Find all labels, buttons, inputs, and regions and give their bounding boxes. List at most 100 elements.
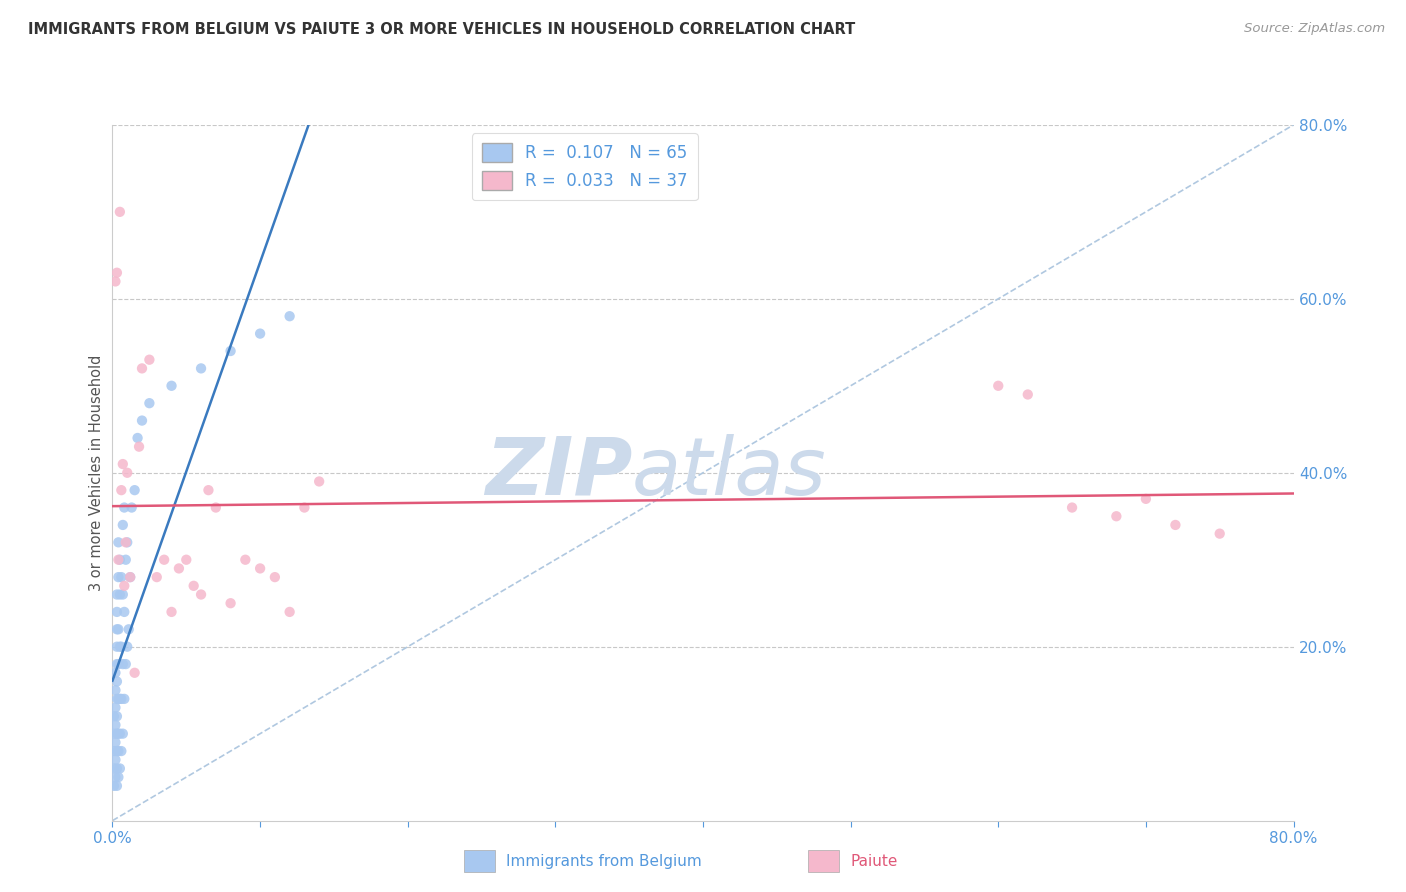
Point	[111, 587, 134, 601]
Point	[105, 266, 128, 280]
Point	[120, 570, 142, 584]
Point	[292, 500, 315, 515]
Point	[138, 352, 160, 367]
Point	[105, 779, 128, 793]
Point	[107, 726, 129, 740]
Point	[1135, 491, 1157, 506]
Point	[197, 483, 219, 497]
Point	[190, 587, 212, 601]
Point	[105, 587, 128, 601]
Point	[112, 579, 135, 593]
Point	[117, 640, 138, 654]
Point	[108, 640, 131, 654]
Point	[104, 770, 127, 784]
Point	[107, 535, 129, 549]
Point	[117, 466, 138, 480]
Point	[190, 361, 212, 376]
Point	[987, 378, 1010, 392]
Point	[104, 665, 127, 680]
Point	[108, 726, 131, 740]
Point	[205, 500, 228, 515]
Point	[107, 657, 129, 671]
Point	[107, 744, 129, 758]
Point	[1164, 517, 1187, 532]
Point	[114, 657, 136, 671]
Point	[105, 761, 128, 775]
Text: Source: ZipAtlas.com: Source: ZipAtlas.com	[1244, 22, 1385, 36]
Text: IMMIGRANTS FROM BELGIUM VS PAIUTE 3 OR MORE VEHICLES IN HOUSEHOLD CORRELATION CH: IMMIGRANTS FROM BELGIUM VS PAIUTE 3 OR M…	[28, 22, 855, 37]
Point	[107, 770, 129, 784]
Point	[249, 561, 271, 575]
Point	[219, 343, 242, 358]
Point	[105, 605, 128, 619]
Point	[219, 596, 242, 610]
Point	[104, 274, 127, 288]
Point	[111, 657, 134, 671]
Point	[110, 692, 132, 706]
Point	[160, 378, 183, 392]
Point	[103, 726, 125, 740]
Point	[128, 440, 150, 454]
Point	[111, 457, 134, 471]
Point	[120, 570, 142, 584]
Point	[104, 683, 127, 698]
Point	[249, 326, 271, 341]
Point	[278, 605, 301, 619]
Point	[183, 579, 205, 593]
Point	[146, 570, 169, 584]
Point	[105, 674, 128, 689]
Point	[264, 570, 287, 584]
Point	[110, 570, 132, 584]
Text: atlas: atlas	[633, 434, 827, 512]
Point	[127, 431, 149, 445]
Point	[110, 744, 132, 758]
Point	[118, 623, 141, 637]
Point	[108, 587, 131, 601]
Point	[108, 692, 131, 706]
Point	[114, 535, 136, 549]
Point	[108, 552, 131, 567]
Point	[105, 623, 128, 637]
Point	[124, 483, 146, 497]
Point	[103, 761, 125, 775]
Text: Paiute: Paiute	[851, 854, 898, 869]
Point	[107, 552, 129, 567]
Point	[112, 500, 135, 515]
Text: Immigrants from Belgium: Immigrants from Belgium	[506, 854, 702, 869]
Point	[104, 753, 127, 767]
Point	[153, 552, 176, 567]
Point	[121, 500, 143, 515]
Text: ZIP: ZIP	[485, 434, 633, 512]
Point	[105, 709, 128, 723]
Point	[108, 761, 131, 775]
Point	[108, 205, 131, 219]
Point	[105, 692, 128, 706]
Point	[131, 414, 153, 428]
Point	[103, 779, 125, 793]
Point	[110, 640, 132, 654]
Point	[124, 665, 146, 680]
Point	[112, 692, 135, 706]
Point	[167, 561, 190, 575]
Y-axis label: 3 or more Vehicles in Household: 3 or more Vehicles in Household	[89, 355, 104, 591]
Point	[110, 483, 132, 497]
Point	[104, 700, 127, 714]
Point	[114, 552, 136, 567]
Point	[105, 726, 128, 740]
Point	[278, 310, 301, 324]
Point	[131, 361, 153, 376]
Point	[107, 570, 129, 584]
Point	[1105, 509, 1128, 524]
Point	[160, 605, 183, 619]
Point	[104, 718, 127, 732]
Point	[138, 396, 160, 410]
Legend: R =  0.107   N = 65, R =  0.033   N = 37: R = 0.107 N = 65, R = 0.033 N = 37	[472, 133, 697, 200]
Point	[107, 623, 129, 637]
Point	[105, 640, 128, 654]
Point	[111, 726, 134, 740]
Point	[1062, 500, 1084, 515]
Point	[1208, 526, 1232, 541]
Point	[103, 709, 125, 723]
Point	[104, 735, 127, 749]
Point	[105, 744, 128, 758]
